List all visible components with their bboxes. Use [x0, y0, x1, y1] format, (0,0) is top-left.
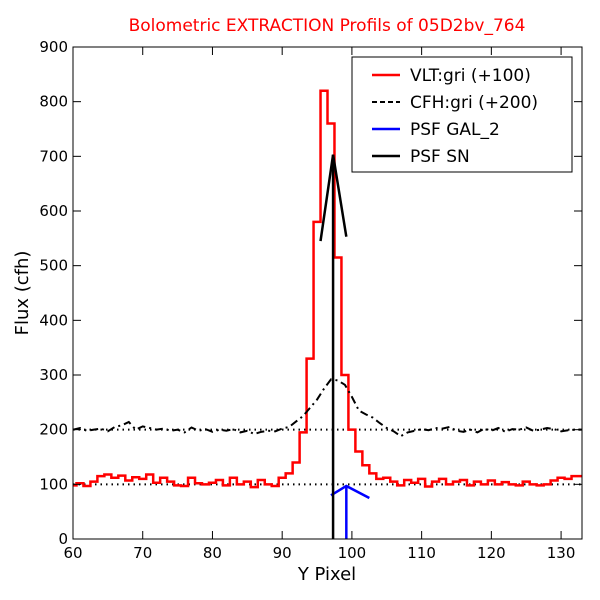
x-tick-label: 80 — [203, 544, 222, 562]
y-tick-label: 100 — [39, 475, 68, 493]
y-tick-label: 600 — [39, 202, 68, 220]
y-tick-label: 400 — [39, 311, 68, 329]
x-tick-label: 110 — [407, 544, 436, 562]
legend-label: CFH:gri (+200) — [410, 93, 538, 113]
y-tick-label: 800 — [39, 93, 68, 111]
y-tick-label: 0 — [58, 530, 68, 548]
series-line-1 — [72, 378, 582, 438]
x-tick-label: 130 — [547, 544, 576, 562]
y-axis-label: Flux (cfh) — [12, 251, 33, 336]
x-tick-label: 60 — [63, 544, 82, 562]
series-line-0 — [73, 89, 582, 489]
plot-frame — [72, 46, 583, 540]
y-tick-label: 300 — [39, 366, 68, 384]
y-tick-label: 200 — [39, 421, 68, 439]
chart-title: Bolometric EXTRACTION Profils of 05D2bv_… — [129, 16, 526, 36]
y-tick-label: 500 — [39, 257, 68, 275]
series-line-2 — [330, 484, 370, 500]
y-tick-label: 700 — [39, 147, 68, 165]
x-tick-label: 70 — [133, 544, 152, 562]
plot-area — [72, 89, 582, 539]
x-tick-label: 100 — [338, 544, 367, 562]
x-tick-label: 90 — [273, 544, 292, 562]
y-tick-label: 900 — [39, 38, 68, 56]
legend: VLT:gri (+100) CFH:gri (+200) PSF GAL_2 PSF… — [351, 56, 573, 173]
legend-label: PSF GAL_2 — [410, 120, 500, 140]
legend-label: PSF SN — [410, 147, 470, 167]
series-line-3 — [319, 154, 348, 242]
x-axis-label: Y Pixel — [297, 564, 356, 585]
legend-label: VLT:gri (+100) — [410, 66, 531, 86]
x-tick-label: 120 — [477, 544, 506, 562]
